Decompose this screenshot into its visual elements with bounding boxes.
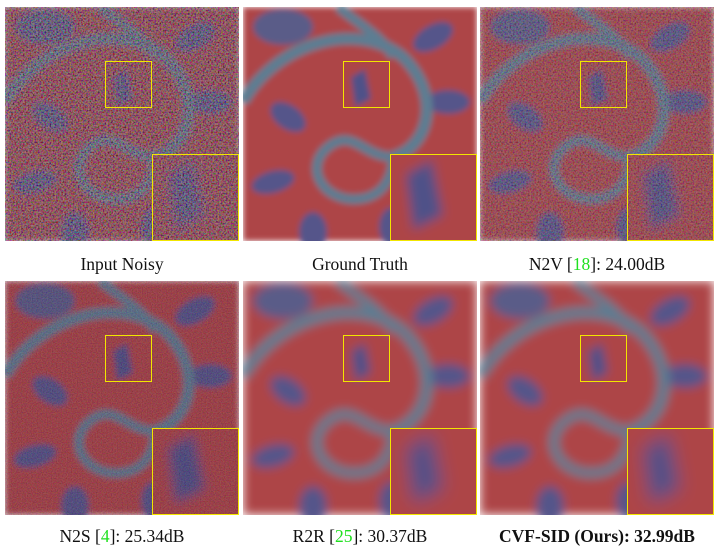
zoom-inset — [627, 154, 714, 241]
zoom-inset — [152, 154, 239, 241]
citation-link[interactable]: 18 — [572, 254, 591, 274]
panel-cvf-sid — [480, 281, 714, 515]
roi-box — [580, 335, 627, 382]
panel-r2r — [243, 281, 477, 515]
caption-input-noisy: Input Noisy — [80, 254, 164, 274]
caption-n2s: N2S [4]: 25.34dB — [59, 526, 185, 546]
citation-link[interactable]: 25 — [334, 526, 353, 546]
roi-box — [105, 335, 152, 382]
caption-cvf-sid: CVF-SID (Ours): 32.99dB — [499, 526, 695, 546]
zoom-inset — [390, 154, 477, 241]
zoom-inset — [390, 428, 477, 515]
caption-ground-truth: Ground Truth — [312, 254, 408, 274]
roi-box — [343, 335, 390, 382]
roi-box — [343, 61, 390, 108]
panel-ground-truth — [243, 7, 477, 241]
caption-n2v: N2V [18]: 24.00dB — [528, 254, 666, 274]
panel-input-noisy — [5, 7, 239, 241]
roi-box — [105, 61, 152, 108]
input-noisy-image — [5, 7, 239, 241]
zoom-inset — [627, 428, 714, 515]
citation-link[interactable]: 4 — [100, 526, 110, 546]
roi-box — [580, 61, 627, 108]
zoom-inset — [152, 428, 239, 515]
panel-n2s — [5, 281, 239, 515]
panel-n2v — [480, 7, 714, 241]
caption-r2r: R2R [25]: 30.37dB — [292, 526, 428, 546]
